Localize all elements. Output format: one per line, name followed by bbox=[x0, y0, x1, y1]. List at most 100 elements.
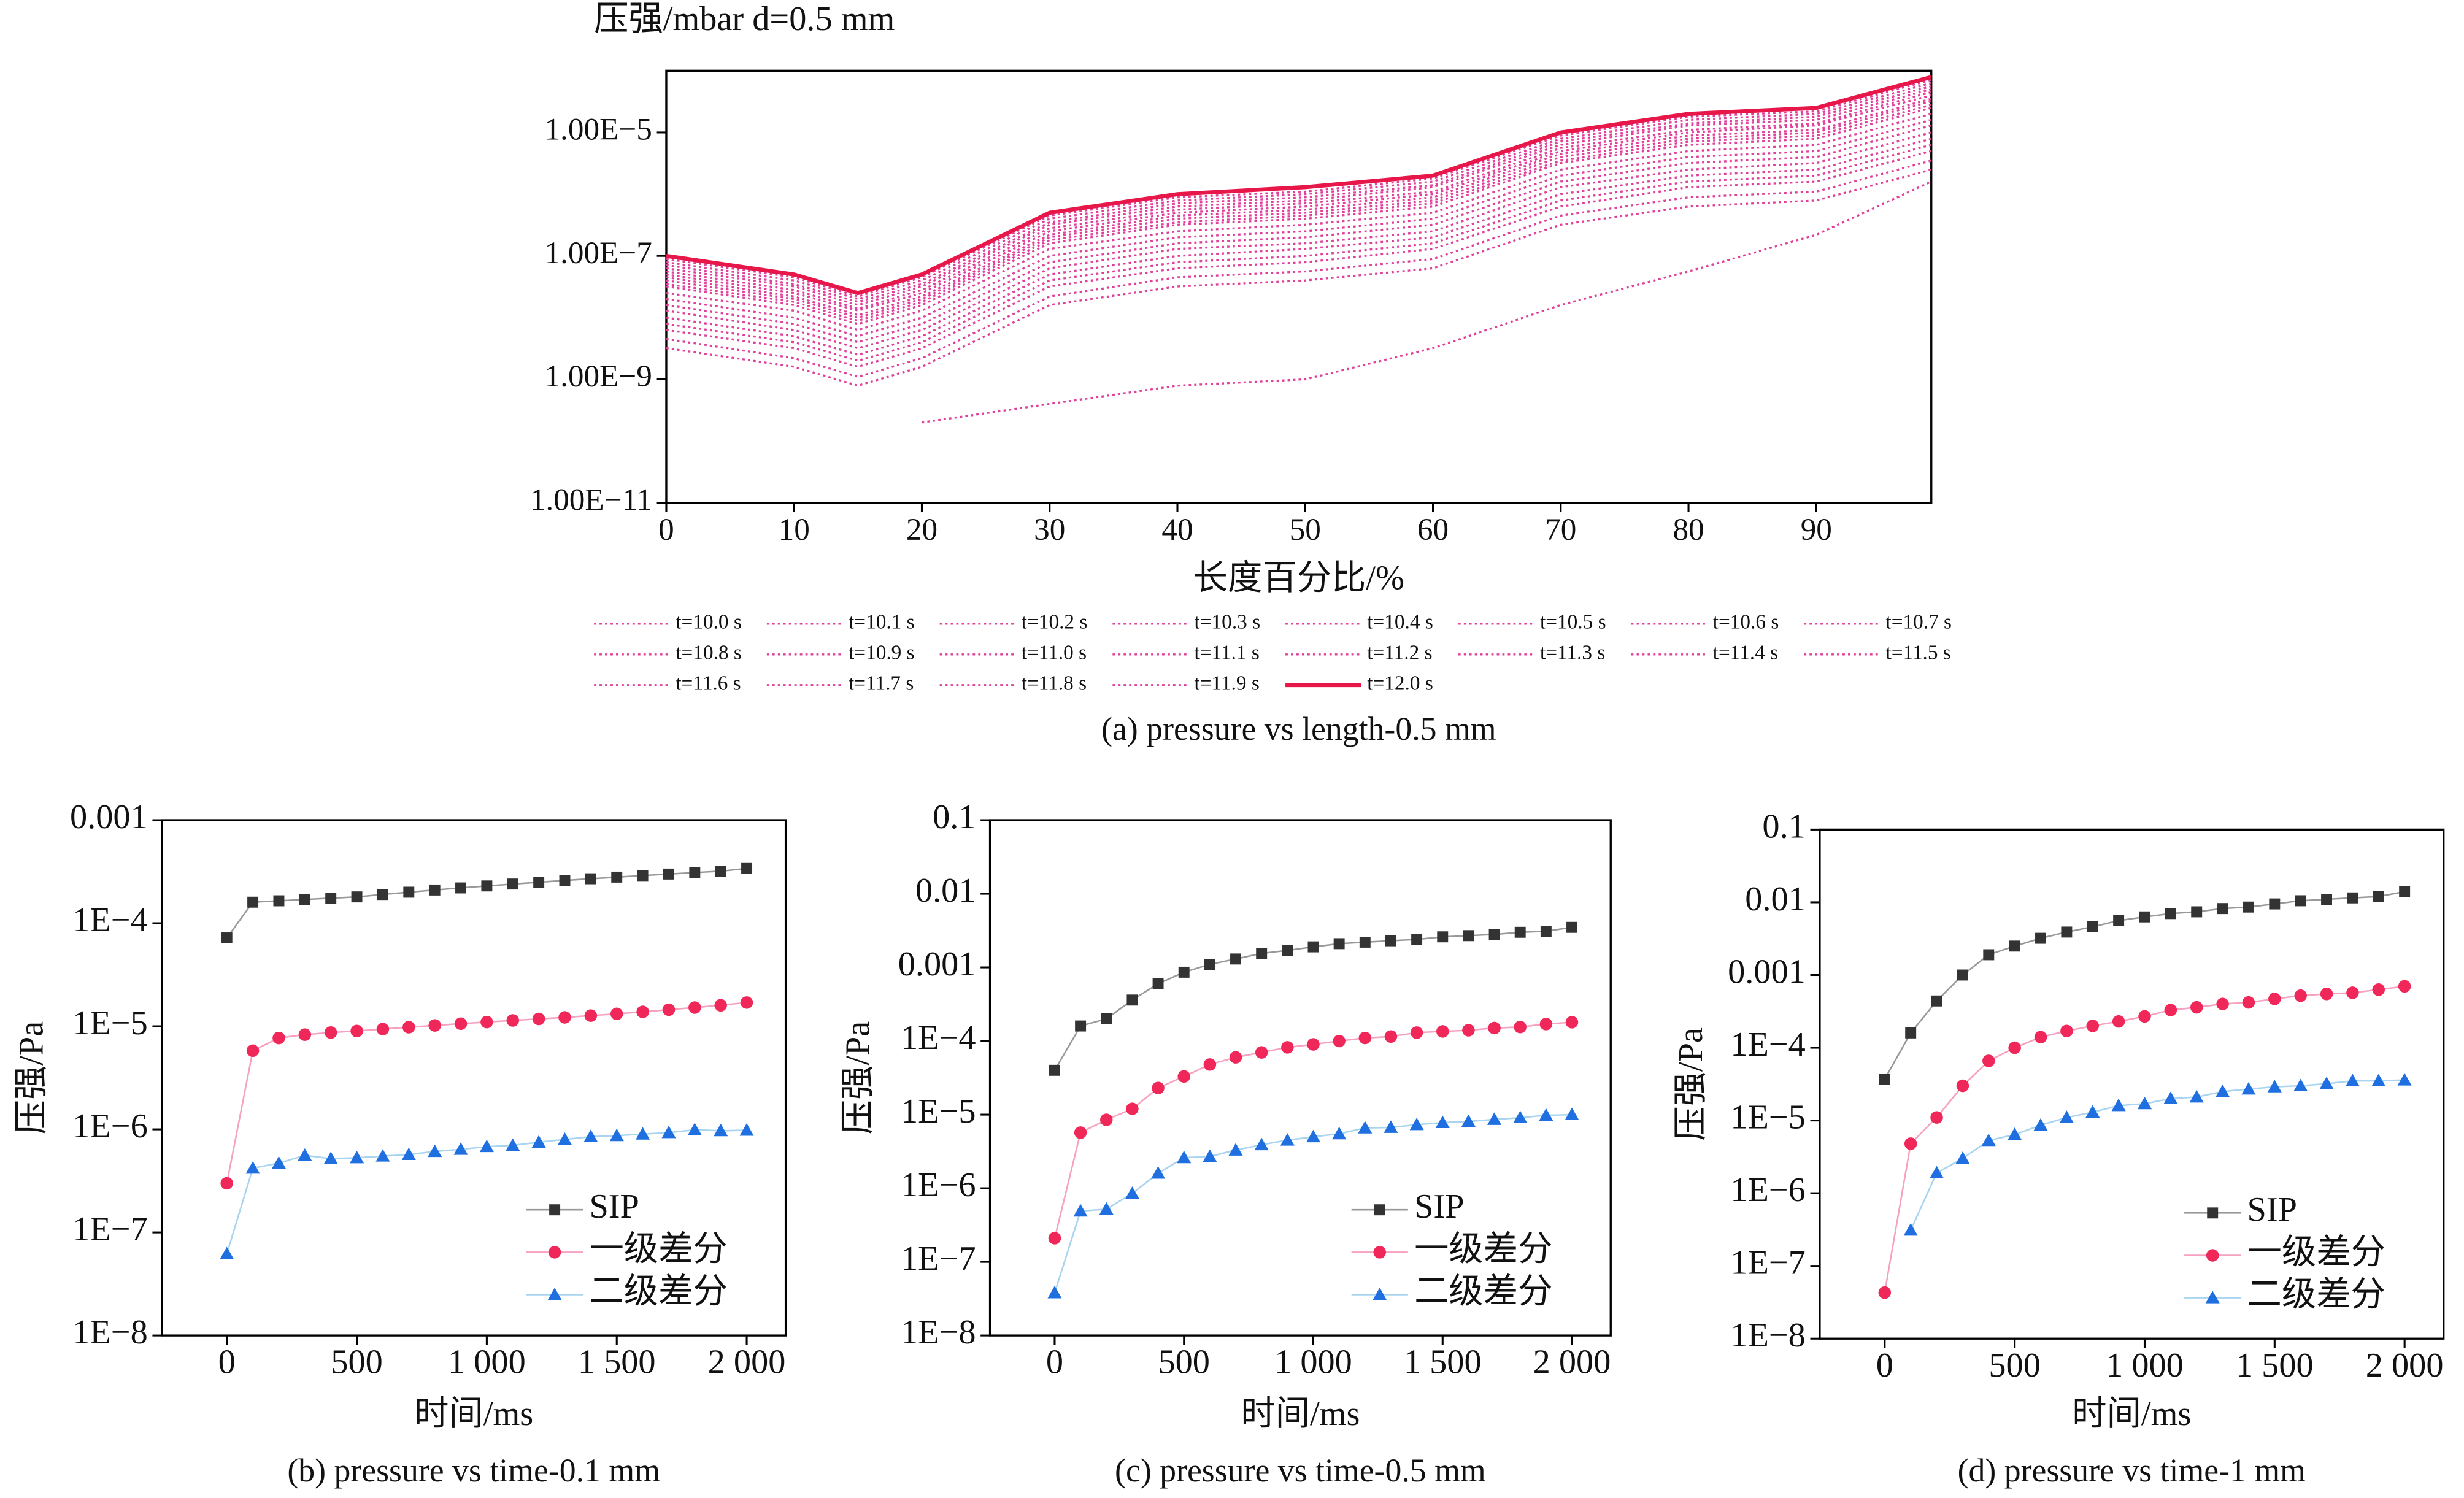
legend-marker bbox=[1373, 1287, 1387, 1300]
data-point bbox=[2319, 1077, 2334, 1089]
data-point bbox=[1333, 938, 1345, 950]
y-tick-label: 0.1 bbox=[1762, 807, 1805, 845]
x-tick-label: 60 bbox=[1417, 512, 1449, 547]
data-point bbox=[2267, 1080, 2282, 1093]
data-point bbox=[2269, 898, 2281, 910]
x-tick-label: 500 bbox=[1989, 1346, 2041, 1385]
data-point bbox=[1905, 1027, 1917, 1039]
data-point bbox=[2165, 908, 2176, 920]
data-point bbox=[1488, 929, 1500, 940]
data-point bbox=[1254, 1137, 1269, 1151]
data-point bbox=[1487, 1112, 1502, 1125]
data-point bbox=[1463, 930, 1474, 942]
data-point bbox=[2112, 1015, 2125, 1028]
data-point bbox=[454, 1017, 468, 1031]
series-line bbox=[666, 94, 1931, 312]
data-point bbox=[273, 895, 285, 907]
data-point bbox=[533, 877, 545, 888]
data-point bbox=[1566, 921, 1577, 933]
x-tick-label: 1 500 bbox=[578, 1343, 656, 1381]
data-point bbox=[2345, 1074, 2360, 1087]
data-point bbox=[1514, 1020, 1527, 1034]
x-tick-label: 0 bbox=[1876, 1346, 1893, 1385]
legend-label: SIP bbox=[2247, 1191, 2297, 1229]
plot-frame bbox=[161, 819, 787, 1337]
data-point bbox=[1930, 1111, 1943, 1124]
legend-label: SIP bbox=[1414, 1188, 1464, 1226]
plot-frame bbox=[988, 819, 1612, 1337]
data-point bbox=[298, 1028, 312, 1041]
series-line bbox=[666, 124, 1931, 344]
legend-label: t=10.4 s bbox=[1367, 611, 1433, 634]
data-point bbox=[2399, 886, 2411, 897]
data-point bbox=[2372, 983, 2385, 996]
data-point bbox=[245, 1161, 260, 1174]
x-tick-label: 0 bbox=[218, 1343, 236, 1381]
y-tick-label: 1.00E−5 bbox=[544, 112, 652, 147]
data-point bbox=[1229, 1051, 1242, 1064]
data-point bbox=[2241, 1081, 2256, 1095]
legend-marker bbox=[2206, 1249, 2219, 1262]
data-point bbox=[1358, 1121, 1373, 1134]
x-tick-label: 1 000 bbox=[2106, 1346, 2184, 1385]
caption: (c) pressure vs time-0.5 mm bbox=[1115, 1452, 1486, 1489]
x-tick-label: 500 bbox=[331, 1343, 383, 1381]
data-point bbox=[1539, 1108, 1553, 1121]
data-point bbox=[481, 880, 493, 892]
data-point bbox=[584, 1009, 598, 1022]
data-point bbox=[1981, 1133, 1996, 1147]
data-point bbox=[480, 1015, 493, 1029]
data-point bbox=[1385, 935, 1396, 947]
x-tick-label: 40 bbox=[1161, 512, 1193, 547]
data-point bbox=[637, 870, 649, 882]
data-point bbox=[2243, 901, 2254, 913]
y-tick-label: 0.001 bbox=[1728, 953, 1806, 991]
x-tick-label: 2 000 bbox=[708, 1343, 786, 1381]
data-point bbox=[1075, 1020, 1087, 1032]
data-point bbox=[2397, 1073, 2412, 1086]
data-point bbox=[1280, 1133, 1295, 1146]
data-point bbox=[220, 1177, 233, 1190]
legend-marker bbox=[547, 1287, 562, 1300]
y-tick-label: 1E−8 bbox=[901, 1313, 976, 1351]
legend-marker bbox=[1373, 1246, 1386, 1259]
data-point bbox=[1879, 1074, 1890, 1085]
x-tick-label: 30 bbox=[1034, 512, 1065, 547]
data-point bbox=[375, 1149, 390, 1162]
legend-label: 二级差分 bbox=[589, 1272, 727, 1310]
data-point bbox=[1540, 926, 1552, 937]
data-point bbox=[688, 1001, 701, 1014]
data-point bbox=[585, 873, 596, 885]
data-point bbox=[1410, 1026, 1423, 1039]
data-point bbox=[1384, 1120, 1398, 1133]
data-point bbox=[377, 889, 388, 901]
y-tick-label: 1E−4 bbox=[901, 1019, 976, 1057]
data-point bbox=[506, 1014, 520, 1027]
x-tick-label: 0 bbox=[658, 512, 674, 547]
data-point bbox=[1099, 1202, 1114, 1215]
data-point bbox=[272, 1031, 285, 1045]
legend-marker bbox=[2205, 1291, 2220, 1304]
legend-label: t=10.0 s bbox=[676, 611, 742, 634]
data-point bbox=[740, 996, 753, 1009]
caption: (d) pressure vs time-1 mm bbox=[1958, 1452, 2306, 1489]
y-tick-label: 1E−8 bbox=[1730, 1316, 1806, 1354]
data-point bbox=[1983, 949, 1995, 961]
legend-label: t=11.8 s bbox=[1022, 672, 1087, 694]
data-point bbox=[1125, 1186, 1139, 1199]
data-point bbox=[1565, 1016, 1579, 1029]
y-tick-label: 1.00E−9 bbox=[544, 359, 652, 394]
data-point bbox=[662, 1003, 676, 1016]
y-tick-label: 1.00E−11 bbox=[530, 482, 652, 517]
y-tick-label: 1E−4 bbox=[1730, 1026, 1806, 1064]
x-axis-label: 时间/ms bbox=[1241, 1395, 1360, 1433]
data-point bbox=[2216, 997, 2229, 1010]
y-axis-label: 压强/Pa bbox=[839, 1021, 877, 1135]
data-point bbox=[2216, 1084, 2230, 1097]
data-point bbox=[1436, 1025, 1449, 1038]
legend-label: t=10.2 s bbox=[1022, 611, 1088, 634]
legend-label: t=11.1 s bbox=[1195, 641, 1260, 664]
data-point bbox=[1931, 995, 1942, 1007]
series-line bbox=[666, 150, 1931, 368]
y-tick-label: 1E−5 bbox=[901, 1093, 976, 1131]
